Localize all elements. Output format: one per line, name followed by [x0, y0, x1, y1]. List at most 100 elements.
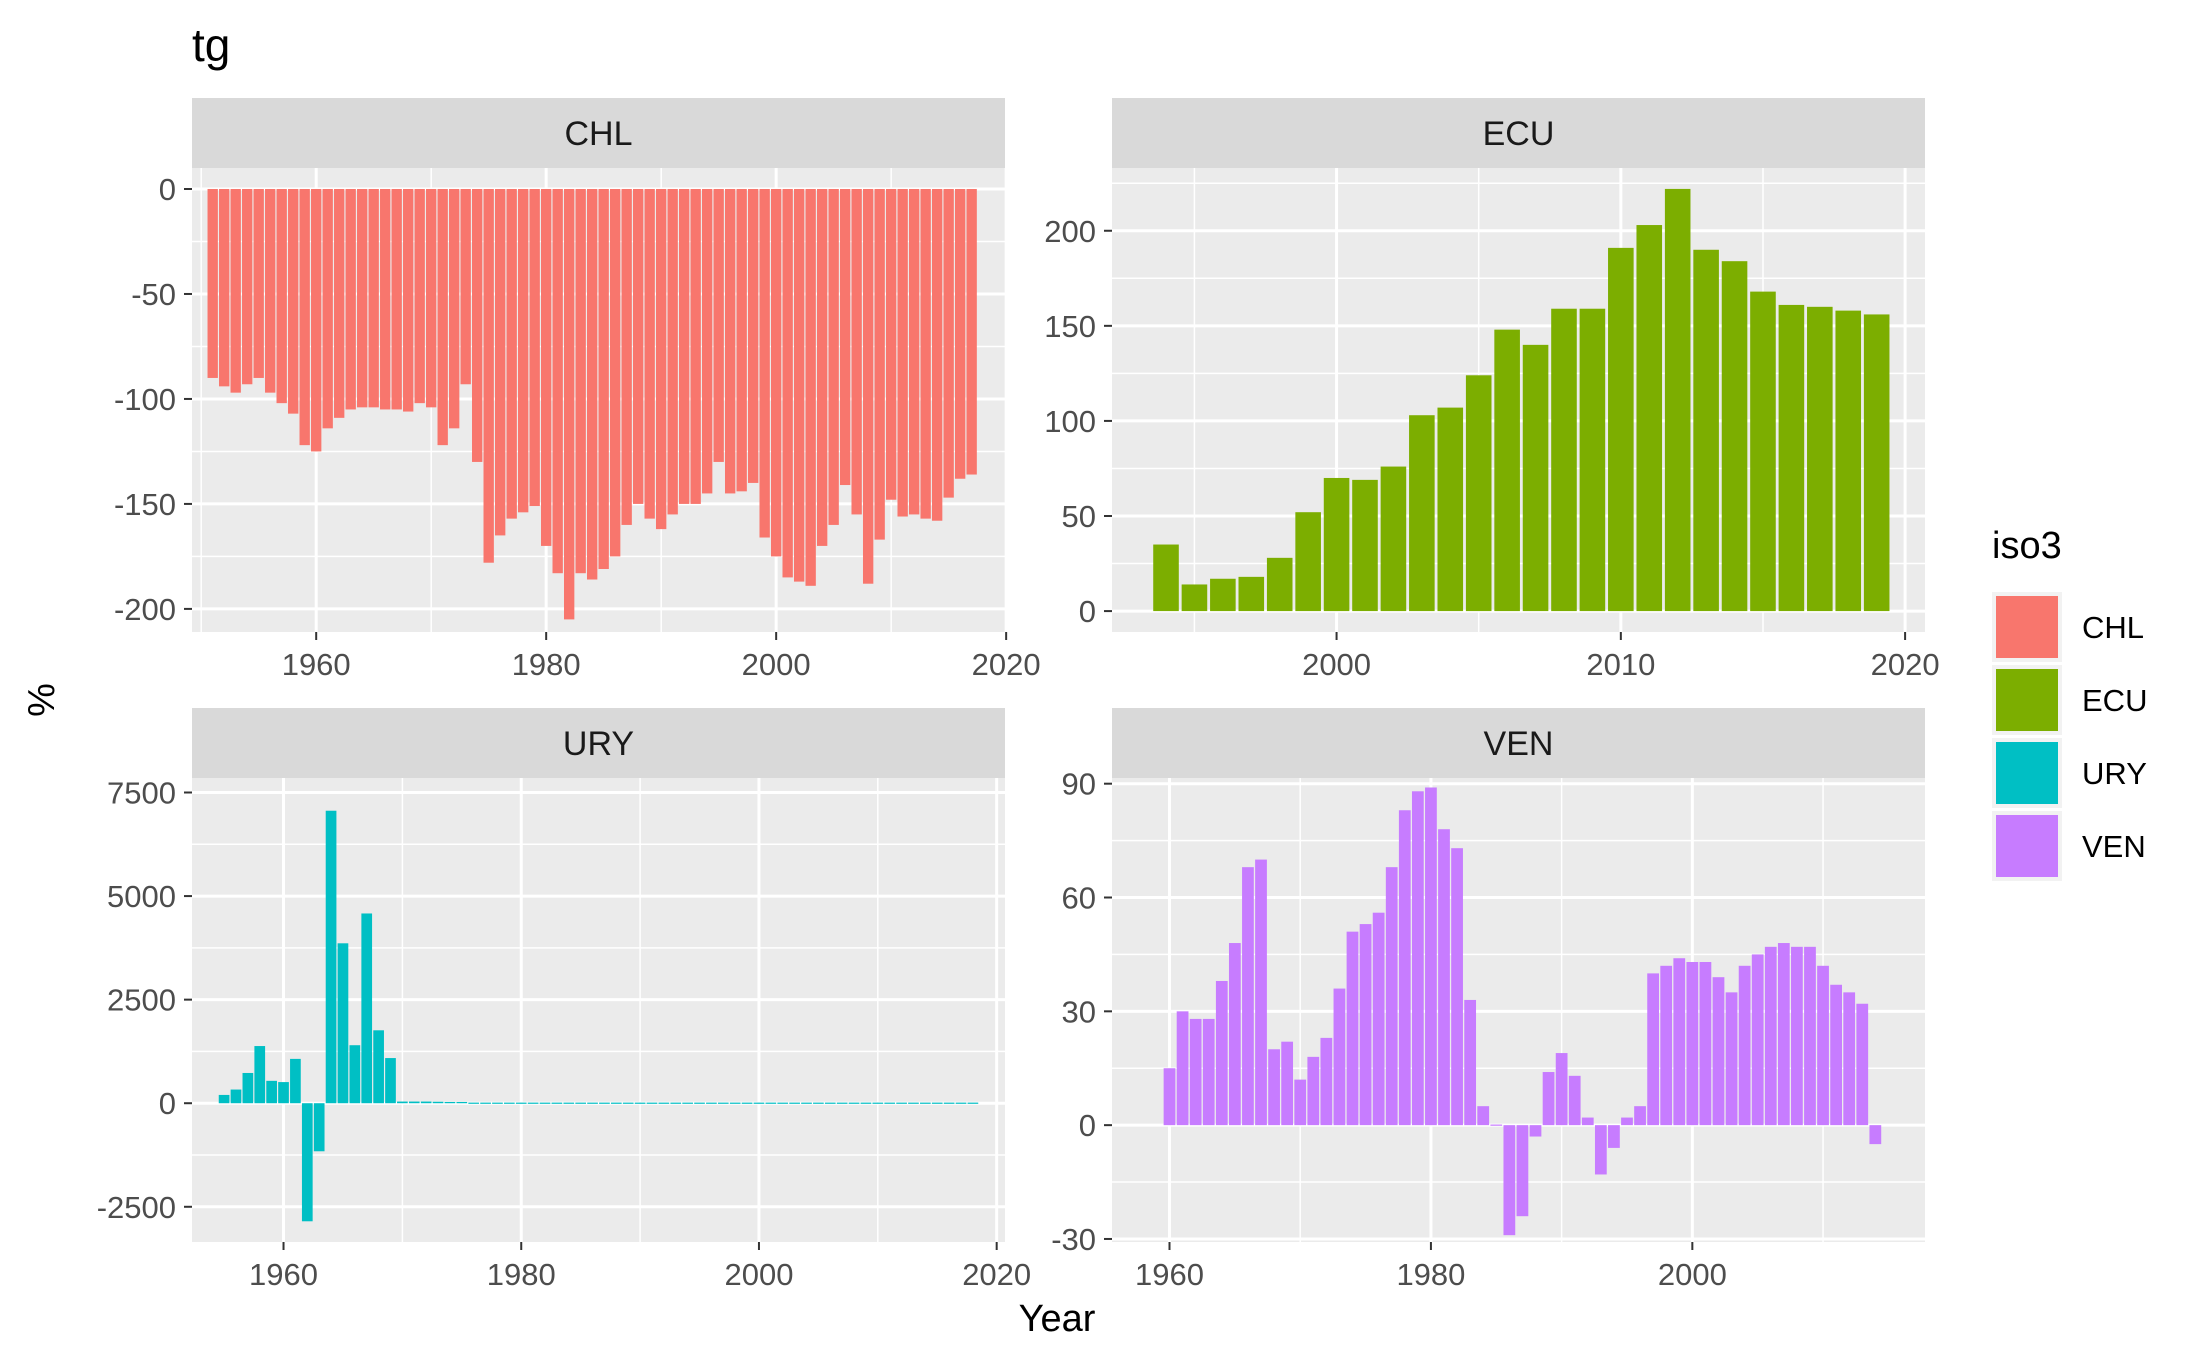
- bar-chl-1974: [472, 188, 483, 462]
- bar-ury-1974: [444, 1101, 456, 1104]
- bar-chl-1955: [253, 188, 264, 378]
- bar-chl-1977: [506, 188, 517, 519]
- bar-chl-1972: [449, 188, 460, 429]
- bar-chl-1994: [701, 188, 713, 494]
- bar-ury-1980: [515, 1102, 527, 1104]
- bar-ecu-2006: [1494, 329, 1520, 612]
- y-tick-label: 60: [1062, 881, 1096, 916]
- bar-ury-1958: [254, 1046, 266, 1104]
- bar-ven-1967: [1255, 859, 1267, 1126]
- bar-ven-2011: [1830, 984, 1843, 1126]
- x-tick-label: 2000: [1658, 1257, 1727, 1292]
- bar-ven-2006: [1764, 946, 1777, 1126]
- bar-ury-1987: [599, 1102, 610, 1104]
- bar-ury-2015: [931, 1102, 943, 1104]
- facet-strip-label: ECU: [1483, 115, 1555, 153]
- bar-chl-1973: [460, 188, 471, 385]
- bar-ury-1973: [432, 1101, 444, 1104]
- bar-ury-1979: [504, 1102, 515, 1104]
- bar-ury-2006: [824, 1102, 836, 1104]
- y-tick-label: 90: [1062, 767, 1096, 802]
- bar-ecu-2000: [1323, 477, 1350, 612]
- bar-ecu-1996: [1210, 578, 1236, 612]
- bar-ven-1961: [1176, 1011, 1189, 1126]
- facet-strip: [192, 708, 1005, 778]
- legend-label-ven: VEN: [2082, 829, 2146, 864]
- bar-chl-1983: [575, 188, 586, 574]
- bar-ven-1987: [1516, 1125, 1529, 1217]
- bar-chl-1964: [357, 188, 368, 408]
- panel-ury: URY 1960 1980 2000 2020 7500 5000 2500 0 -2500: [97, 708, 1031, 1292]
- facet-strip: [1112, 708, 1925, 778]
- bar-chl-2012: [908, 188, 920, 515]
- bar-ecu-2019: [1863, 314, 1890, 612]
- bar-chl-1987: [621, 188, 632, 525]
- bar-chl-2011: [897, 188, 908, 517]
- bar-chl-1970: [426, 188, 437, 408]
- bar-ecu-2016: [1778, 304, 1805, 612]
- x-tick-label: 1960: [1135, 1257, 1204, 1292]
- bar-ury-1988: [610, 1102, 622, 1104]
- bar-ecu-2002: [1380, 466, 1407, 612]
- bar-ury-2000: [753, 1102, 765, 1104]
- bar-ury-1978: [492, 1102, 503, 1104]
- bar-chl-2004: [816, 188, 828, 546]
- legend-label-ury: URY: [2082, 756, 2147, 791]
- facet-strip: [1112, 98, 1925, 168]
- bar-ven-1966: [1242, 867, 1254, 1126]
- bar-chl-1996: [724, 188, 736, 494]
- legend-swatch-chl: [1996, 596, 2058, 658]
- bar-ven-1970: [1294, 1079, 1307, 1126]
- bar-ury-1957: [242, 1072, 254, 1104]
- bar-ven-1974: [1346, 931, 1359, 1126]
- bar-chl-1988: [632, 188, 644, 504]
- bar-chl-1954: [242, 188, 253, 385]
- bar-chl-1962: [334, 188, 345, 418]
- facet-strip-label: URY: [563, 725, 634, 763]
- bar-ecu-2010: [1608, 247, 1634, 612]
- bar-ven-1977: [1385, 867, 1398, 1126]
- bar-ury-2016: [943, 1102, 955, 1104]
- bar-ecu-1999: [1295, 512, 1321, 612]
- bar-ury-2001: [765, 1102, 777, 1104]
- bar-chl-2006: [839, 188, 851, 486]
- bar-chl-1957: [276, 188, 287, 404]
- bar-ury-1982: [539, 1102, 551, 1104]
- bar-ecu-1995: [1181, 584, 1208, 612]
- y-tick-label: -50: [131, 277, 176, 312]
- bar-chl-1951: [207, 188, 218, 378]
- legend-swatch-ecu: [1996, 669, 2058, 731]
- bar-chl-2015: [943, 188, 954, 498]
- bar-chl-1961: [322, 188, 333, 429]
- y-tick-label: -150: [114, 487, 176, 522]
- bar-ury-1970: [397, 1101, 408, 1104]
- bar-chl-2009: [874, 188, 885, 540]
- y-tick-label: -2500: [97, 1190, 176, 1225]
- bar-chl-1971: [437, 188, 448, 446]
- bar-ven-1999: [1673, 958, 1686, 1126]
- bar-chl-1968: [403, 188, 414, 412]
- bar-chl-1993: [690, 188, 701, 504]
- bar-ven-1983: [1464, 999, 1477, 1126]
- bar-ury-1963: [313, 1103, 325, 1152]
- bar-ven-1968: [1268, 1049, 1280, 1126]
- bar-chl-2000: [770, 188, 782, 557]
- bar-ven-1972: [1320, 1037, 1333, 1126]
- legend: iso3 CHL ECU URY VEN: [1992, 525, 2147, 881]
- bar-ury-1984: [563, 1102, 575, 1104]
- bar-ven-2004: [1738, 965, 1751, 1126]
- bar-ecu-2001: [1352, 479, 1378, 612]
- bar-ven-1960: [1163, 1068, 1176, 1126]
- x-tick-label: 1960: [249, 1257, 318, 1292]
- bar-ury-1975: [456, 1101, 468, 1104]
- bar-ury-1966: [349, 1045, 361, 1104]
- panel-background: [192, 778, 1005, 1242]
- bar-chl-1982: [564, 188, 575, 620]
- bar-ury-2012: [896, 1102, 907, 1104]
- bar-ury-1969: [385, 1058, 396, 1104]
- bar-ury-1995: [694, 1102, 705, 1104]
- bar-ven-1969: [1281, 1041, 1294, 1126]
- bar-ven-1985: [1490, 1124, 1503, 1126]
- bar-ury-2018: [967, 1102, 979, 1104]
